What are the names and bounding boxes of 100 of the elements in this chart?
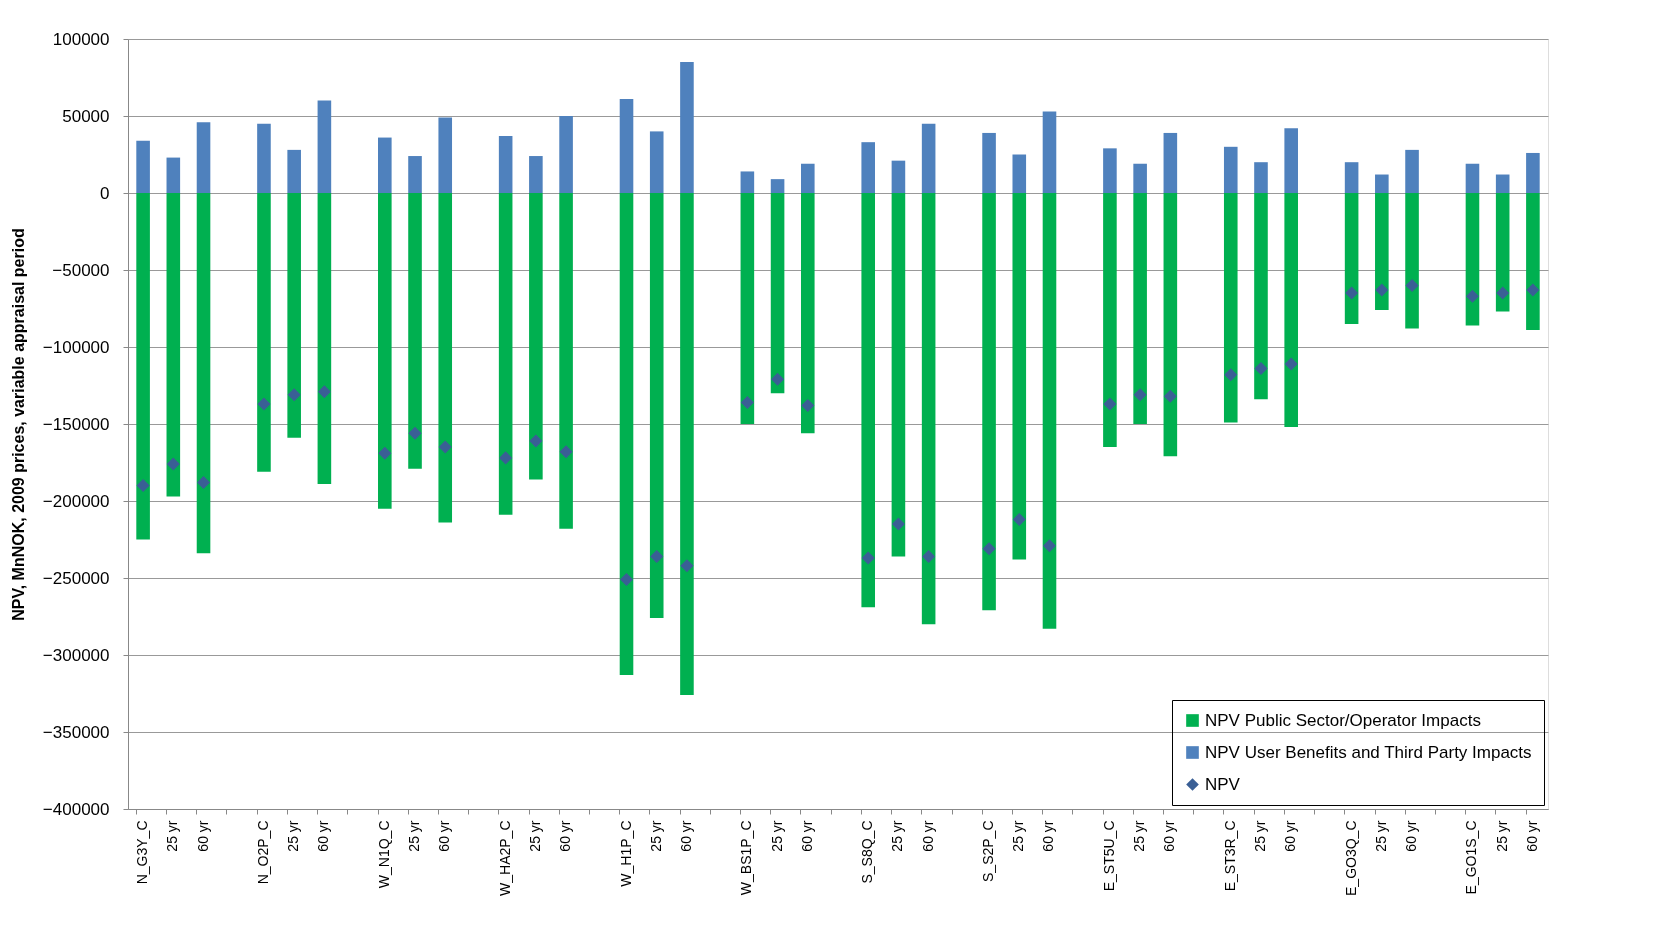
point — [1284, 357, 1298, 371]
bar — [1042, 111, 1057, 193]
y-tick-label: 0 — [100, 183, 110, 203]
x-tick-label: S_S2P_C — [980, 820, 997, 882]
bar — [559, 116, 573, 193]
bar — [1344, 193, 1359, 324]
legend-label: NPV User Benefits and Third Party Impacts — [1205, 742, 1532, 762]
bar — [1254, 162, 1268, 193]
bar — [1465, 193, 1480, 326]
bar — [257, 123, 271, 193]
bar — [770, 179, 785, 193]
y-tick-label: 50000 — [62, 106, 110, 126]
bar — [1012, 193, 1027, 560]
bar — [559, 193, 573, 529]
x-tick-label: W_BS1P_C — [738, 820, 755, 896]
x-tick-label: W_N1Q_C — [375, 820, 392, 889]
bar — [861, 142, 876, 193]
point — [1163, 389, 1177, 403]
bar — [498, 193, 513, 515]
bar — [287, 149, 301, 193]
bar — [1133, 193, 1147, 424]
point — [680, 559, 694, 573]
bar — [1526, 193, 1540, 331]
x-tick-label: 25 yr — [1251, 820, 1268, 852]
x-tick-label: 25 yr — [164, 820, 181, 852]
bar — [891, 160, 906, 193]
bar — [438, 193, 453, 523]
x-tick-label: 60 yr — [1282, 820, 1299, 852]
bar — [1223, 193, 1238, 423]
bar — [1042, 193, 1057, 629]
x-tick-label: 60 yr — [919, 820, 936, 852]
point — [529, 434, 543, 448]
bar — [1284, 193, 1298, 428]
x-tick-label: 25 yr — [285, 820, 302, 852]
point — [1042, 539, 1057, 553]
bar — [378, 193, 392, 509]
point — [136, 479, 150, 493]
bar — [529, 193, 543, 480]
bar — [529, 156, 543, 193]
x-tick-label: E_ST5U_C — [1100, 820, 1117, 892]
y-tick-label: −250000 — [42, 568, 110, 588]
point — [801, 399, 815, 413]
bar — [196, 122, 211, 193]
legend-label: NPV Public Sector/Operator Impacts — [1205, 710, 1481, 730]
bar — [1163, 193, 1178, 457]
bar — [1375, 174, 1389, 193]
bar — [378, 137, 392, 193]
x-tick-label: 25 yr — [526, 820, 543, 852]
y-tick-label: −200000 — [42, 491, 110, 511]
x-tick-label: 60 yr — [315, 820, 332, 852]
bar — [680, 62, 694, 193]
point — [1405, 278, 1419, 292]
bar — [619, 193, 634, 676]
bar — [196, 193, 211, 554]
bar — [921, 123, 936, 193]
bar — [1163, 132, 1178, 193]
x-tick-label: W_H1P_C — [617, 820, 634, 887]
point — [1133, 388, 1147, 402]
bar — [740, 171, 755, 193]
x-tick-label: 60 yr — [798, 820, 815, 852]
x-tick-label: 25 yr — [889, 820, 906, 852]
x-tick-label: 25 yr — [1010, 820, 1027, 852]
bar — [649, 193, 664, 619]
point — [1526, 283, 1540, 297]
bar — [1465, 163, 1480, 193]
x-tick-label: N_O2P_C — [254, 820, 271, 885]
x-tick-label: 25 yr — [768, 820, 785, 852]
bar — [1495, 193, 1510, 312]
point — [619, 573, 634, 587]
x-tick-label: 60 yr — [677, 820, 694, 852]
point — [771, 372, 785, 386]
point — [559, 445, 573, 459]
bar — [800, 163, 815, 193]
point — [740, 395, 754, 409]
point — [1254, 362, 1268, 376]
bar — [498, 136, 513, 193]
bar — [740, 193, 755, 424]
point — [378, 446, 392, 460]
x-tick-label: E_GO3Q_C — [1342, 820, 1359, 896]
x-tick-label: 60 yr — [1403, 820, 1420, 852]
point — [408, 426, 422, 440]
point — [197, 476, 211, 490]
point — [438, 440, 452, 454]
bar — [408, 156, 422, 193]
bar — [1103, 148, 1117, 193]
bar — [287, 193, 301, 438]
bar — [166, 157, 181, 193]
y-tick-label: −400000 — [42, 799, 110, 819]
point — [650, 549, 664, 563]
bar — [1344, 162, 1359, 193]
bar — [1133, 163, 1147, 193]
x-tick-label: 60 yr — [1523, 820, 1540, 852]
x-tick-label: 60 yr — [194, 820, 211, 852]
bar — [649, 131, 664, 193]
x-tick-label: 25 yr — [1131, 820, 1148, 852]
bar — [982, 132, 996, 193]
x-tick-label: E_GO1S_C — [1463, 820, 1480, 895]
x-tick-label: N_G3Y_C — [134, 820, 151, 885]
bar — [770, 193, 785, 394]
x-tick-label: S_S8Q_C — [859, 820, 876, 884]
